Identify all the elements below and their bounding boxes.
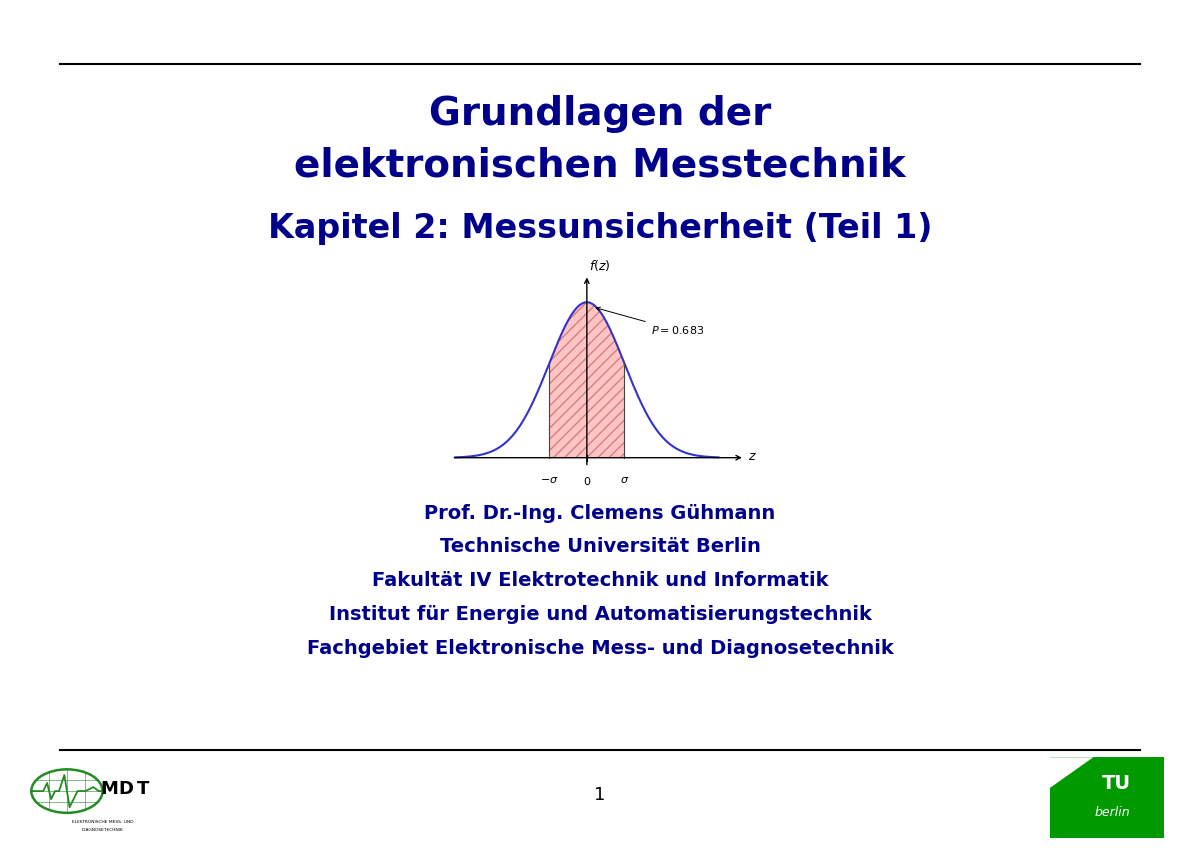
Text: ELEKTRONISCHE MESS- UND: ELEKTRONISCHE MESS- UND [72,820,133,823]
Text: $f(z)$: $f(z)$ [589,258,611,272]
Text: Technische Universität Berlin: Technische Universität Berlin [439,538,761,556]
Text: $\sigma$: $\sigma$ [619,475,629,485]
Text: Prof. Dr.-Ing. Clemens Gühmann: Prof. Dr.-Ing. Clemens Gühmann [425,504,775,522]
Text: elektronischen Messtechnik: elektronischen Messtechnik [294,147,906,184]
Text: $P = 0.683$: $P = 0.683$ [596,307,704,337]
Text: Kapitel 2: Messunsicherheit (Teil 1): Kapitel 2: Messunsicherheit (Teil 1) [268,213,932,245]
Text: M: M [101,780,118,799]
Text: Fachgebiet Elektronische Mess- und Diagnosetechnik: Fachgebiet Elektronische Mess- und Diagn… [307,639,893,658]
Text: Grundlagen der: Grundlagen der [428,96,772,133]
Text: TU: TU [1102,773,1130,793]
Text: $-\sigma$: $-\sigma$ [540,475,558,485]
Text: $0$: $0$ [583,475,590,488]
Polygon shape [1050,757,1093,788]
Text: $z$: $z$ [748,450,756,463]
Text: Institut für Energie und Automatisierungstechnik: Institut für Energie und Automatisierung… [329,605,871,624]
FancyBboxPatch shape [1050,757,1164,838]
Text: D: D [119,780,134,799]
Text: 1: 1 [594,786,606,805]
Text: T: T [137,780,150,799]
Text: DIAGNOSETECHNIK: DIAGNOSETECHNIK [82,828,124,832]
Text: Fakultät IV Elektrotechnik und Informatik: Fakultät IV Elektrotechnik und Informati… [372,572,828,590]
Text: berlin: berlin [1094,806,1130,818]
